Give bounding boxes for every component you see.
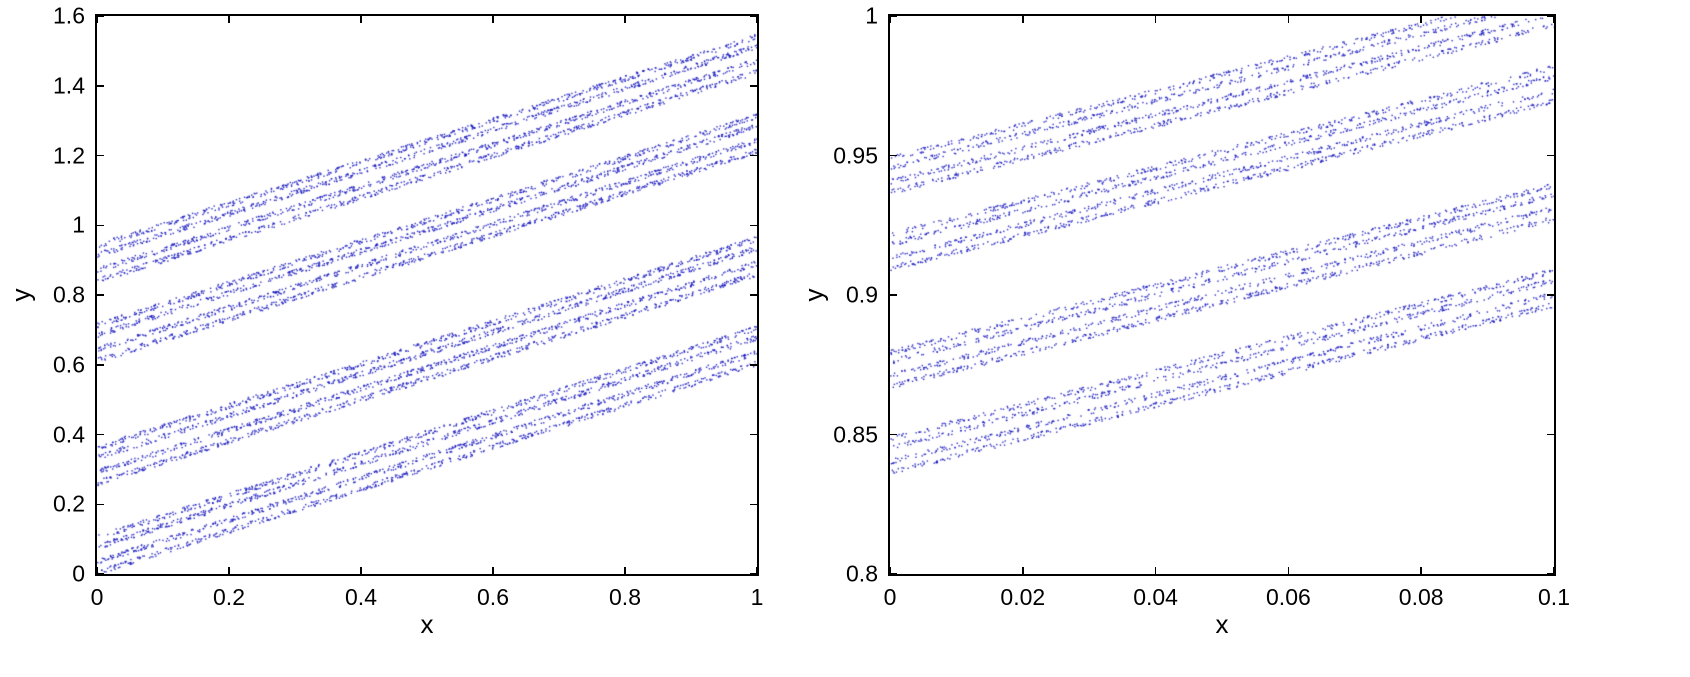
x-tick-label: 0.06 <box>1266 584 1311 610</box>
y-tick-label: 0.85 <box>833 421 878 447</box>
y-tick-mark <box>1547 15 1554 17</box>
y-tick-label: 1.4 <box>53 72 85 99</box>
y-tick-mark <box>890 433 897 436</box>
y-tick-mark <box>97 154 104 157</box>
x-tick-label: 0.2 <box>213 584 245 610</box>
x-tick-mark <box>1022 567 1024 574</box>
left-x-axis-label: x <box>420 609 434 639</box>
y-tick-mark <box>97 85 104 87</box>
x-tick-label: 0.8 <box>609 584 641 610</box>
x-tick-label: 0 <box>90 584 104 610</box>
left-y-axis-label: y <box>5 288 36 302</box>
y-tick-mark <box>1547 294 1554 296</box>
x-tick-label: 0.02 <box>1000 584 1046 610</box>
y-tick-mark <box>97 573 104 575</box>
y-tick-mark <box>750 85 757 87</box>
x-tick-mark <box>624 16 626 23</box>
x-tick-label: 0.1 <box>1538 584 1570 610</box>
x-tick-mark <box>228 567 230 574</box>
y-tick-mark <box>1547 573 1554 575</box>
x-tick-mark <box>492 16 494 23</box>
x-tick-label: 0.04 <box>1133 584 1178 610</box>
y-tick-mark <box>890 573 897 575</box>
x-tick-mark <box>1553 567 1555 574</box>
x-tick-label: 1 <box>750 584 764 610</box>
x-tick-mark <box>624 567 626 574</box>
x-tick-mark <box>360 567 362 574</box>
x-tick-label: 0.08 <box>1398 584 1444 610</box>
y-tick-mark <box>1547 433 1554 436</box>
y-tick-label: 0.6 <box>53 351 85 378</box>
y-tick-mark <box>750 433 757 436</box>
x-tick-mark <box>96 16 98 23</box>
y-tick-label: 0 <box>72 560 85 587</box>
y-tick-label: 1.6 <box>53 2 85 29</box>
y-tick-mark <box>750 154 757 157</box>
y-tick-mark <box>750 364 757 366</box>
x-tick-mark <box>492 567 494 574</box>
right-scatter-canvas <box>890 16 1554 574</box>
x-tick-mark <box>96 567 98 574</box>
y-tick-mark <box>97 224 104 226</box>
left-plot-area: x y 0 0.2 0.4 0.6 0.8 1 0 0.2 0.4 0.6 0.8 1 1.2 1.4 1.… <box>6 4 764 639</box>
y-tick-mark <box>890 294 897 296</box>
x-tick-mark <box>1420 16 1422 23</box>
x-tick-mark <box>1022 16 1024 23</box>
y-tick-mark <box>750 15 757 17</box>
x-tick-mark <box>889 16 891 23</box>
x-tick-mark <box>1154 567 1157 574</box>
x-tick-mark <box>1553 16 1555 23</box>
y-tick-mark <box>97 503 104 505</box>
left-scatter-panel: x y 0 0.2 0.4 0.6 0.8 1 0 0.2 0.4 0.6 0.8 1 1.2 1.4 1.… <box>6 4 764 639</box>
x-tick-mark <box>889 567 891 574</box>
y-tick-mark <box>890 15 897 17</box>
y-tick-mark <box>1547 154 1554 157</box>
right-plot-area: x y 0 0.02 0.04 0.06 0.08 0.1 0.8 0.85 0.9 0.95 1 <box>799 4 1570 639</box>
y-tick-mark <box>97 433 104 436</box>
x-tick-mark <box>1154 16 1157 23</box>
y-tick-label: 0.95 <box>833 142 878 168</box>
y-tick-mark <box>97 294 104 296</box>
y-tick-label: 0.8 <box>53 281 85 308</box>
y-tick-mark <box>750 294 757 296</box>
right-x-axis-label: x <box>1215 609 1229 639</box>
y-tick-mark <box>750 573 757 575</box>
y-tick-mark <box>97 15 104 17</box>
y-tick-label: 0.9 <box>846 281 878 308</box>
x-tick-mark <box>756 567 758 574</box>
x-tick-mark <box>360 16 362 23</box>
x-tick-mark <box>1287 16 1290 23</box>
y-tick-mark <box>890 154 897 157</box>
left-scatter-canvas <box>97 16 757 574</box>
y-tick-label: 0.2 <box>53 490 85 517</box>
x-tick-mark <box>228 16 230 23</box>
y-tick-mark <box>97 364 104 366</box>
x-tick-mark <box>1420 567 1422 574</box>
y-tick-label: 0.4 <box>53 421 85 447</box>
y-tick-label: 1 <box>72 211 85 238</box>
right-scatter-panel: x y 0 0.02 0.04 0.06 0.08 0.1 0.8 0.85 0.9 0.95 1 <box>799 4 1570 639</box>
y-tick-label: 1.2 <box>53 142 85 168</box>
y-tick-label: 1 <box>865 2 878 29</box>
x-tick-mark <box>1287 567 1290 574</box>
y-tick-mark <box>750 503 757 505</box>
x-tick-mark <box>756 16 758 23</box>
y-tick-mark <box>750 224 757 226</box>
right-y-axis-label: y <box>798 288 829 302</box>
y-tick-label: 0.8 <box>846 560 878 587</box>
x-tick-label: 0 <box>883 584 897 610</box>
x-tick-label: 0.6 <box>477 584 509 610</box>
x-tick-label: 0.4 <box>345 584 377 610</box>
